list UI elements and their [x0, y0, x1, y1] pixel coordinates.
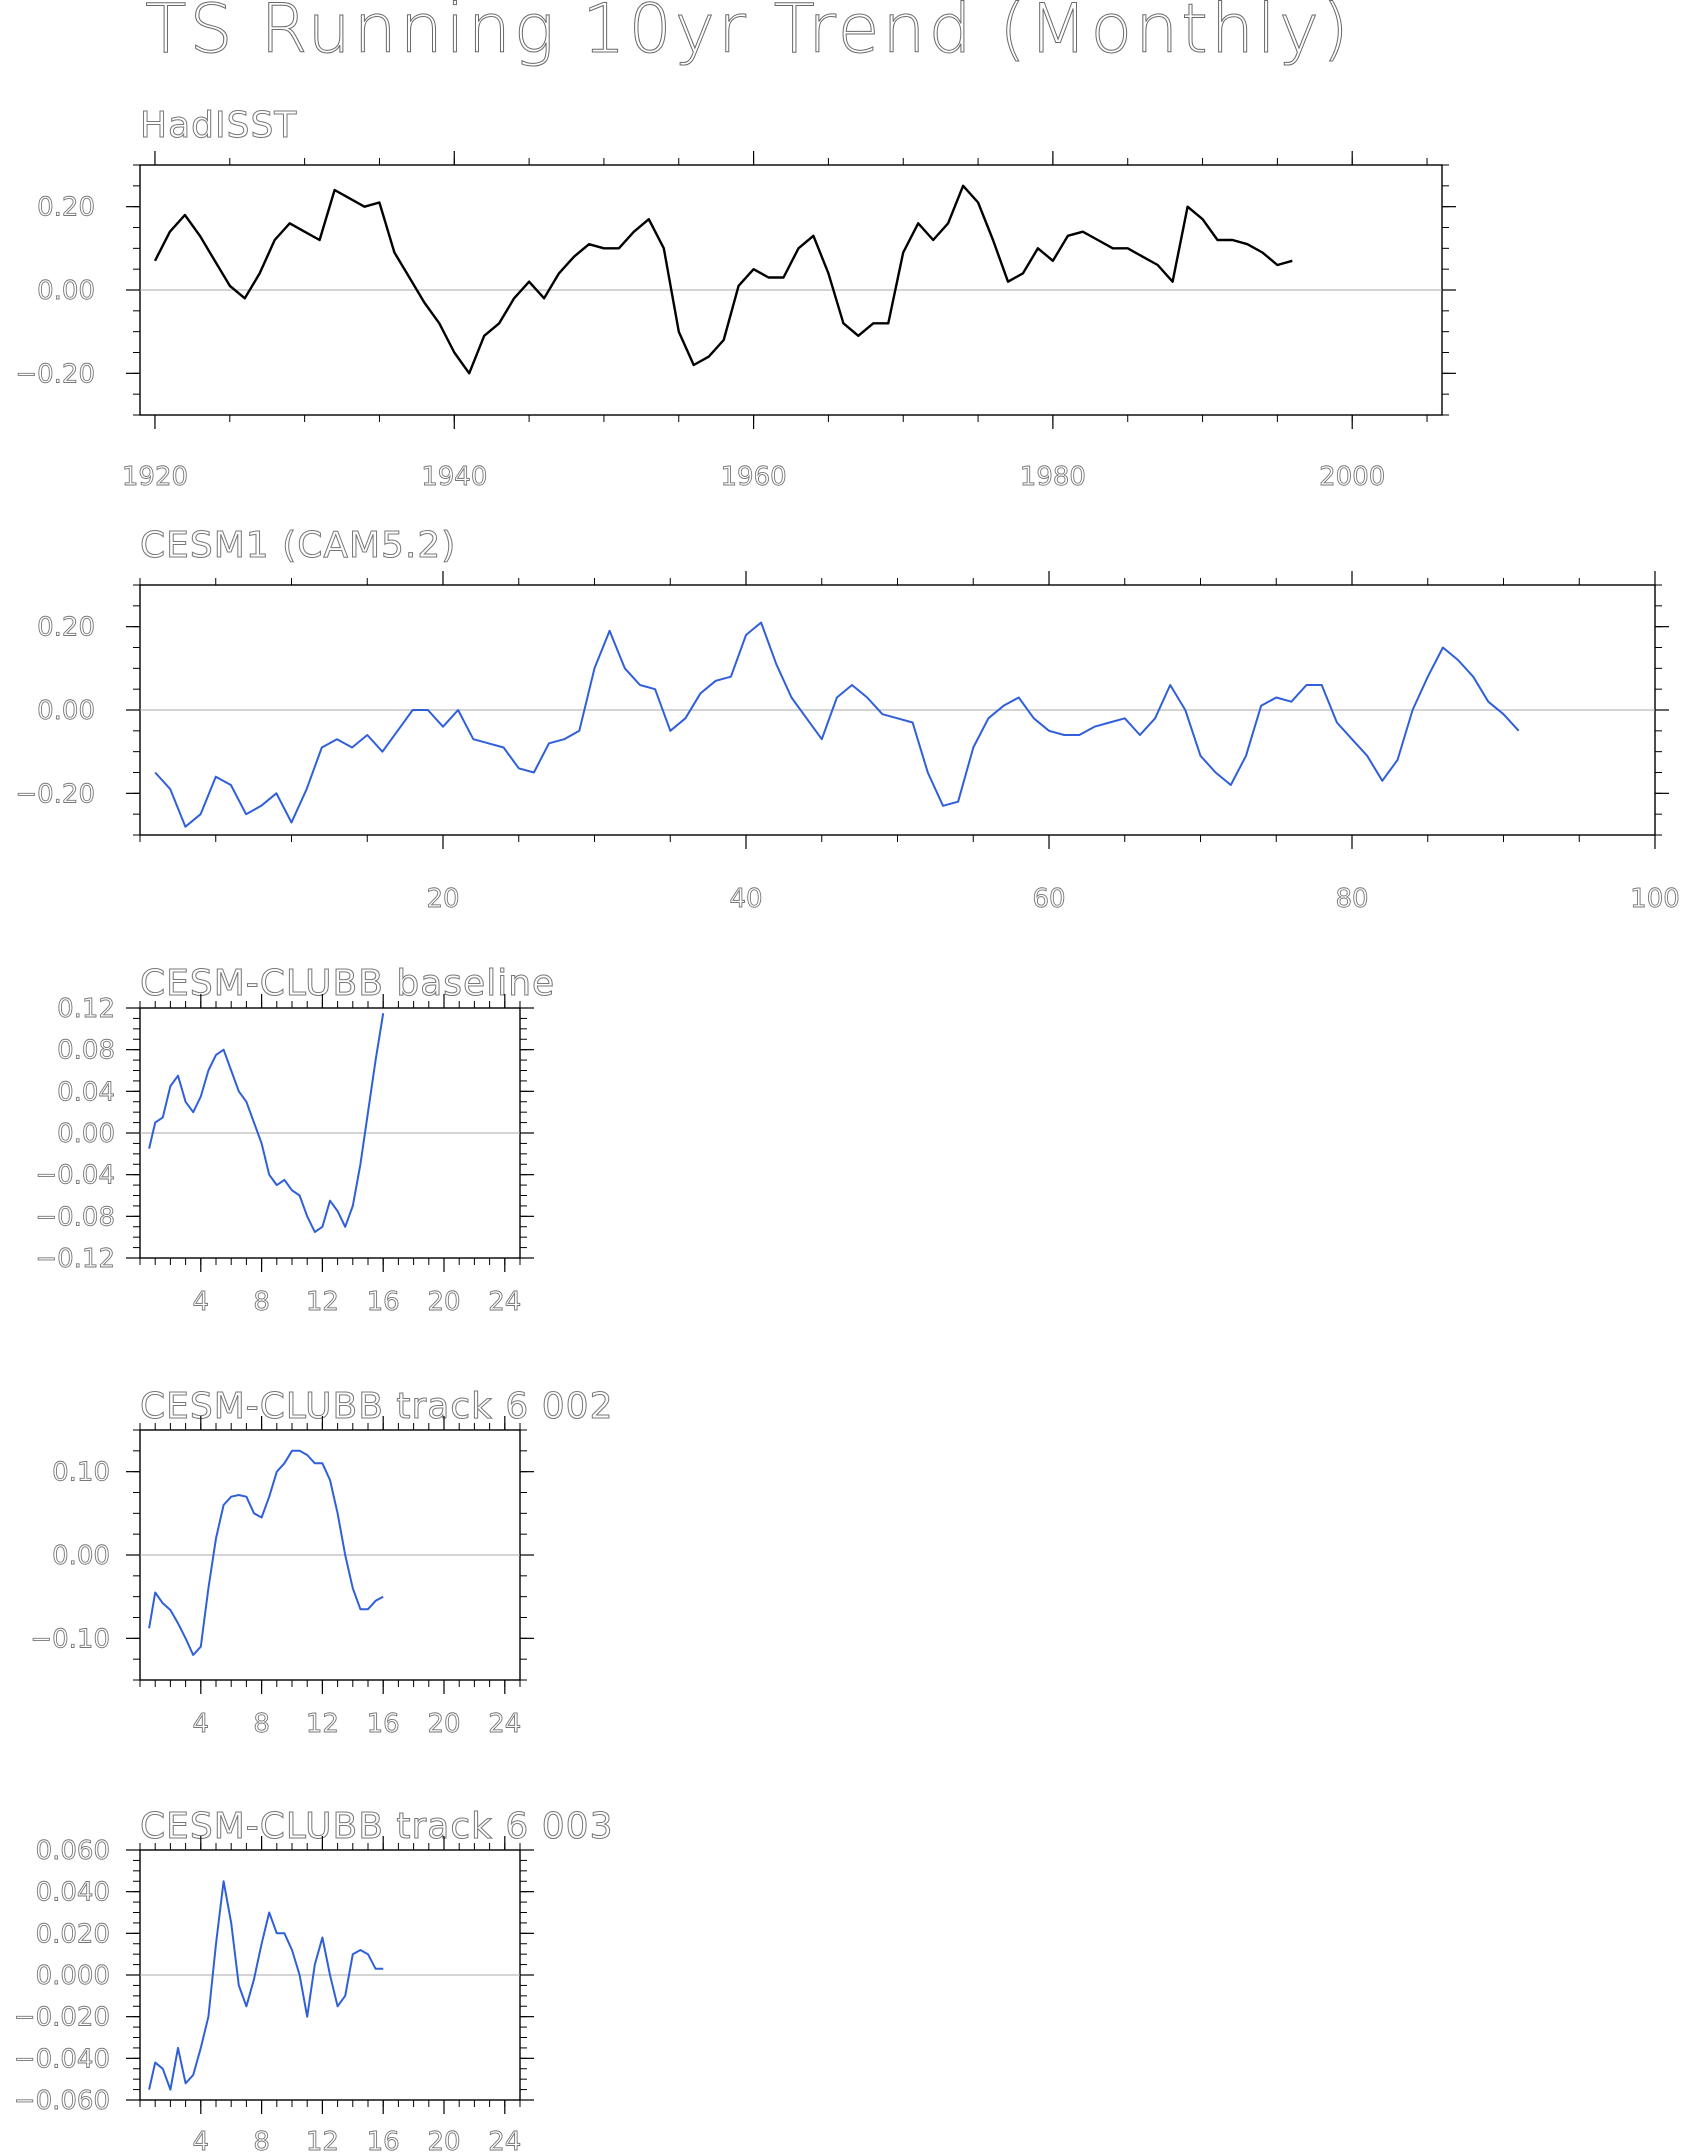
y-tick-label: 0.00: [37, 696, 95, 726]
y-tick-label: 0.020: [36, 1919, 110, 1949]
chart-panel-4: CESM-CLUBB track 6 002 −0.10 0.00 0.10 4 8 12 1…: [30, 1386, 614, 1740]
y-tick-label: 0.20: [37, 613, 95, 643]
x-tick-label: 20: [426, 884, 459, 914]
x-tick-label: 1960: [721, 462, 787, 492]
x-tick-label: 8: [253, 1709, 270, 1739]
x-tick-label: 4: [193, 1287, 210, 1317]
x-tick-label: 1920: [122, 462, 188, 492]
x-tick-label: 12: [306, 1709, 339, 1739]
y-tick-label: −0.12: [35, 1244, 115, 1274]
main-title: TS Running 10yr Trend (Monthly): [145, 0, 1352, 70]
x-tick-label: 60: [1032, 884, 1065, 914]
y-tick-label: −0.20: [15, 359, 95, 389]
x-tick-label: 20: [427, 1709, 460, 1739]
x-tick-label: 4: [193, 2127, 210, 2152]
x-tick-label: 1980: [1020, 462, 1086, 492]
y-tick-label: −0.10: [30, 1624, 110, 1654]
x-tick-label: 4: [193, 1709, 210, 1739]
x-tick-label: 16: [367, 2127, 400, 2152]
series-line: [154, 621, 1520, 828]
panel-title: CESM1 (CAM5.2): [140, 525, 456, 566]
x-tick-label: 1940: [421, 462, 487, 492]
x-tick-label: 8: [253, 2127, 270, 2152]
x-tick-label: 16: [367, 1287, 400, 1317]
y-tick-label: −0.04: [35, 1161, 115, 1191]
y-tick-label: 0.00: [37, 276, 95, 306]
x-tick-label: 24: [488, 1287, 521, 1317]
y-tick-label: 0.04: [57, 1077, 115, 1107]
x-tick-label: 8: [253, 1287, 270, 1317]
y-tick-label: 0.000: [36, 1961, 110, 1991]
y-tick-label: 0.12: [57, 994, 115, 1024]
chart-panel-1: HadISST −0.20 0.00 0.20 1920 1940 1960 1980 2000: [15, 105, 1456, 492]
y-tick-label: −0.020: [14, 2003, 110, 2033]
chart-panel-2: CESM1 (CAM5.2) −0.20 0.00 0.20 20 40 60 80 100: [15, 525, 1680, 915]
series-line: [153, 184, 1293, 375]
y-tick-label: 0.08: [57, 1036, 115, 1066]
x-tick-label: 24: [488, 2127, 521, 2152]
chart-panel-5: CESM-CLUBB track 6 003 −0.060 −0.040 −0.020…: [13, 1806, 614, 2152]
panel-title: CESM-CLUBB track 6 003: [140, 1806, 614, 1847]
y-tick-label: 0.060: [36, 1836, 110, 1866]
y-tick-label: −0.20: [15, 779, 95, 809]
x-tick-label: 80: [1335, 884, 1368, 914]
panel-title: CESM-CLUBB baseline: [140, 963, 555, 1004]
y-tick-label: −0.060: [14, 2086, 110, 2116]
x-tick-label: 20: [427, 2127, 460, 2152]
y-tick-label: 0.040: [36, 1878, 110, 1908]
x-tick-label: 20: [427, 1287, 460, 1317]
x-tick-label: 24: [488, 1709, 521, 1739]
panel-title: CESM-CLUBB track 6 002: [140, 1386, 614, 1427]
x-tick-label: 12: [306, 2127, 339, 2152]
x-tick-label: 100: [1630, 884, 1680, 914]
y-tick-label: 0.10: [52, 1458, 110, 1488]
x-tick-label: 12: [306, 1287, 339, 1317]
x-tick-label: 2000: [1319, 462, 1385, 492]
series-line: [148, 1880, 384, 2091]
y-tick-label: −0.08: [35, 1202, 115, 1232]
x-tick-label: 16: [367, 1709, 400, 1739]
x-tick-label: 40: [729, 884, 762, 914]
panel-title: HadISST: [140, 105, 297, 146]
y-tick-label: 0.20: [37, 193, 95, 223]
y-tick-label: 0.00: [57, 1119, 115, 1149]
y-tick-label: 0.00: [52, 1541, 110, 1571]
y-tick-label: −0.040: [14, 2044, 110, 2074]
series-line: [148, 1013, 385, 1233]
chart-panel-3: CESM-CLUBB baseline −0.12 −0.08 −0.04 0.00 0.…: [35, 963, 555, 1318]
series-line: [148, 1449, 384, 1656]
